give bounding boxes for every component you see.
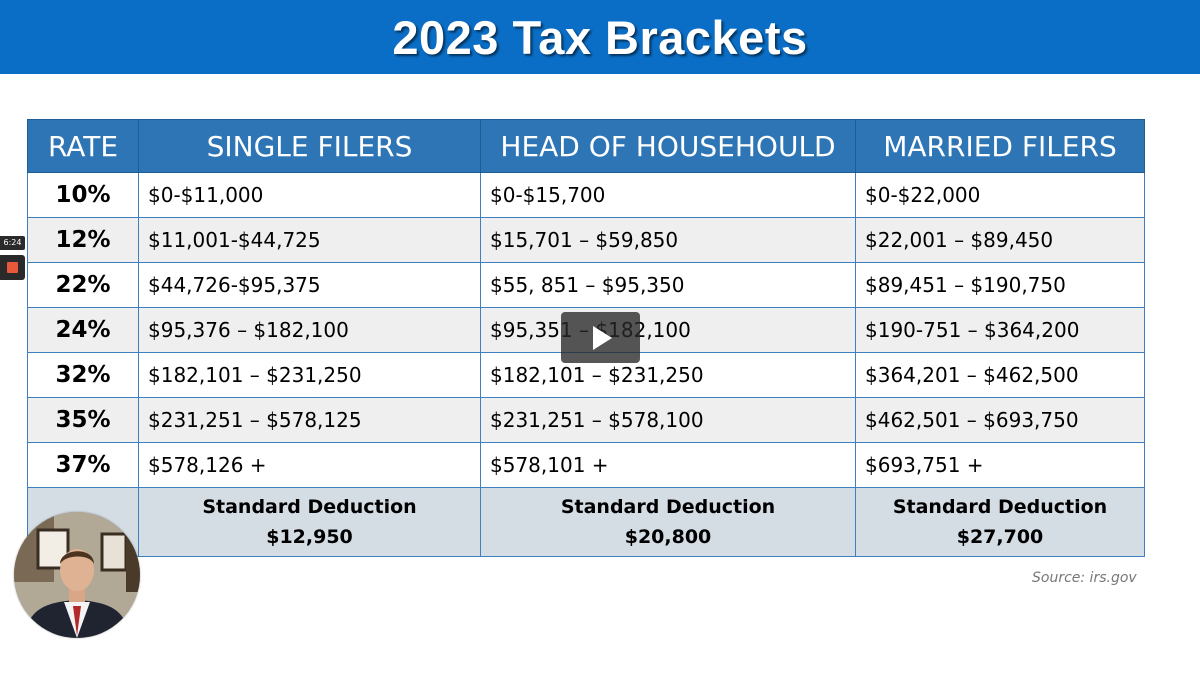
standard-deduction-row: Standard Deduction $12,950 Standard Dedu… <box>27 487 1145 557</box>
header-single: SINGLE FILERS <box>138 119 481 173</box>
table-row: 22% $44,726-$95,375 $55, 851 – $95,350 $… <box>27 262 1145 308</box>
head-cell: $231,251 – $578,100 <box>480 397 856 443</box>
table-header-row: RATE SINGLE FILERS HEAD OF HOUSEHOULD MA… <box>27 119 1145 173</box>
video-timestamp: 6:24 <box>0 236 25 250</box>
single-cell: $11,001-$44,725 <box>138 217 481 263</box>
std-deduction-value: $27,700 <box>956 526 1044 548</box>
married-cell: $693,751 + <box>855 442 1145 488</box>
single-cell: $182,101 – $231,250 <box>138 352 481 398</box>
rate-cell: 32% <box>27 352 139 398</box>
table-row: 32% $182,101 – $231,250 $182,101 – $231,… <box>27 352 1145 398</box>
head-cell: $578,101 + <box>480 442 856 488</box>
std-deduction-single: Standard Deduction $12,950 <box>138 487 481 557</box>
std-deduction-value: $12,950 <box>266 526 353 548</box>
table-row: 37% $578,126 + $578,101 + $693,751 + <box>27 442 1145 488</box>
presenter-avatar <box>14 512 140 638</box>
head-cell: $55, 851 – $95,350 <box>480 262 856 308</box>
single-cell: $95,376 – $182,100 <box>138 307 481 353</box>
tax-bracket-table: RATE SINGLE FILERS HEAD OF HOUSEHOULD MA… <box>27 119 1145 557</box>
table-row: 12% $11,001-$44,725 $15,701 – $59,850 $2… <box>27 217 1145 263</box>
stop-record-button[interactable] <box>0 255 25 280</box>
std-deduction-label: Standard Deduction <box>560 496 776 518</box>
married-cell: $0-$22,000 <box>855 172 1145 218</box>
tax-bracket-table-wrap: RATE SINGLE FILERS HEAD OF HOUSEHOULD MA… <box>27 119 1145 557</box>
table-row: 24% $95,376 – $182,100 $95,351 – $182,10… <box>27 307 1145 353</box>
webcam-overlay <box>14 512 140 638</box>
single-cell: $231,251 – $578,125 <box>138 397 481 443</box>
head-cell: $0-$15,700 <box>480 172 856 218</box>
head-cell: $15,701 – $59,850 <box>480 217 856 263</box>
rate-cell: 35% <box>27 397 139 443</box>
header-married: MARRIED FILERS <box>855 119 1145 173</box>
header-rate: RATE <box>27 119 139 173</box>
std-deduction-value: $20,800 <box>624 526 712 548</box>
rate-cell: 10% <box>27 172 139 218</box>
play-button[interactable] <box>561 312 640 363</box>
head-cell: $95,351 – $182,100 <box>480 307 856 353</box>
single-cell: $0-$11,000 <box>138 172 481 218</box>
married-cell: $364,201 – $462,500 <box>855 352 1145 398</box>
head-cell: $182,101 – $231,250 <box>480 352 856 398</box>
std-deduction-head: Standard Deduction $20,800 <box>480 487 856 557</box>
slide-title: 2023 Tax Brackets <box>392 10 808 64</box>
single-cell: $578,126 + <box>138 442 481 488</box>
rate-cell: 12% <box>27 217 139 263</box>
source-note: Source: irs.gov <box>1032 570 1137 586</box>
married-cell: $22,001 – $89,450 <box>855 217 1145 263</box>
play-icon <box>593 326 612 350</box>
single-cell: $44,726-$95,375 <box>138 262 481 308</box>
married-cell: $89,451 – $190,750 <box>855 262 1145 308</box>
header-head-of-household: HEAD OF HOUSEHOULD <box>480 119 856 173</box>
table-row: 35% $231,251 – $578,125 $231,251 – $578,… <box>27 397 1145 443</box>
std-deduction-label: Standard Deduction <box>202 496 417 518</box>
std-deduction-label: Standard Deduction <box>892 496 1108 518</box>
married-cell: $462,501 – $693,750 <box>855 397 1145 443</box>
rate-cell: 37% <box>27 442 139 488</box>
title-bar: 2023 Tax Brackets <box>0 0 1200 74</box>
rate-cell: 22% <box>27 262 139 308</box>
std-deduction-married: Standard Deduction $27,700 <box>855 487 1145 557</box>
married-cell: $190-751 – $364,200 <box>855 307 1145 353</box>
rate-cell: 24% <box>27 307 139 353</box>
stop-record-icon <box>7 262 18 273</box>
table-row: 10% $0-$11,000 $0-$15,700 $0-$22,000 <box>27 172 1145 218</box>
